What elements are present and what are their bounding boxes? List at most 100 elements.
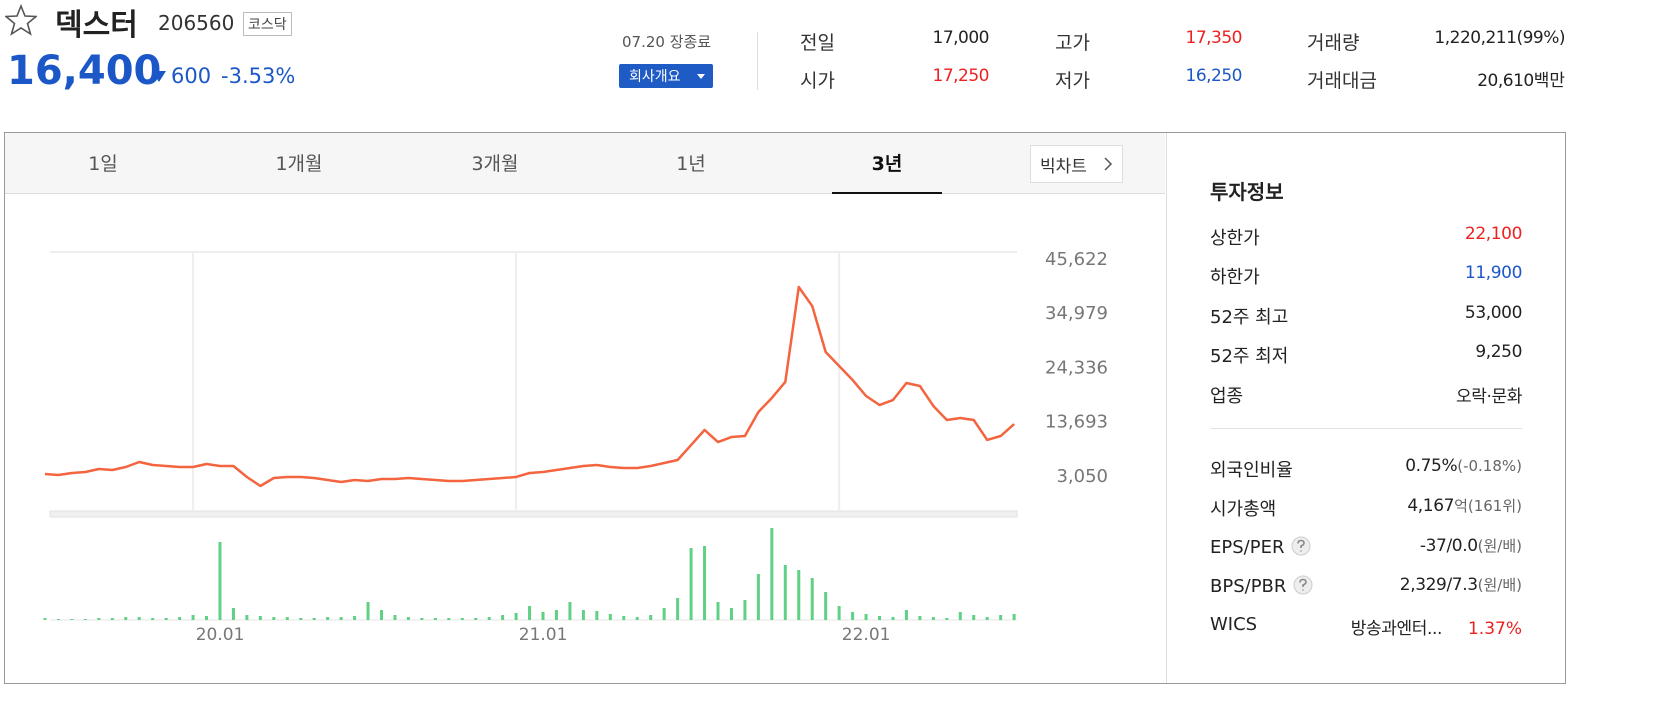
- volume-bar: [205, 616, 209, 620]
- info-value-box: 11,900: [1465, 263, 1522, 283]
- stock-code: 206560: [158, 11, 235, 35]
- volume-bar: [931, 617, 935, 620]
- volume-bar: [783, 565, 787, 620]
- volume-bar: [568, 602, 572, 620]
- tab-bar: [5, 133, 1165, 194]
- volume-bar: [164, 618, 168, 620]
- volume-bar: [837, 606, 841, 620]
- x-tick-label: 21.01: [519, 625, 568, 645]
- info-label: BPS/PBR: [1210, 574, 1314, 597]
- info-label: EPS/PER: [1210, 535, 1312, 558]
- volume-bar: [608, 614, 612, 620]
- summary-value-box: 17,350: [1186, 28, 1243, 48]
- volume-bar: [662, 608, 666, 620]
- volume-bar: [864, 614, 868, 620]
- period-tab[interactable]: 1년: [676, 153, 706, 175]
- volume-bar: [245, 615, 249, 620]
- change-rate: -3.53%: [221, 64, 296, 88]
- volume-bar: [231, 608, 235, 620]
- dropdown-icon: [697, 74, 705, 79]
- volume-bar: [649, 615, 653, 620]
- company-button-label: 회사개요: [629, 69, 681, 85]
- volume-bar: [70, 619, 74, 620]
- y-tick-label: 24,336: [1045, 357, 1108, 378]
- volume-bar: [272, 617, 276, 620]
- period-tab[interactable]: 1일: [88, 153, 118, 175]
- info-sub: (-0.18%): [1457, 457, 1522, 475]
- big-chart-button[interactable]: 빅차트: [1030, 145, 1123, 183]
- big-chart-label: 빅차트: [1040, 157, 1087, 177]
- volume-bar: [110, 618, 114, 620]
- volume-bar: [447, 618, 451, 620]
- info-value-box: 0.75%(-0.18%): [1405, 456, 1522, 476]
- summary-label: 전일: [800, 32, 835, 54]
- summary-value-box: 1,220,211(99%): [1434, 28, 1565, 48]
- info-value: 2,329/7.3: [1399, 575, 1478, 595]
- info-label: 외국인비율: [1210, 456, 1293, 482]
- period-tab[interactable]: 1개월: [275, 153, 323, 175]
- info-value-box: 53,000: [1465, 303, 1522, 323]
- info-title: 투자정보: [1210, 180, 1284, 204]
- summary-label: 고가: [1055, 32, 1090, 54]
- volume-bar: [406, 617, 410, 620]
- summary-label: 거래대금: [1307, 70, 1377, 92]
- summary-value-box: 16,250: [1185, 66, 1243, 86]
- volume-bar: [312, 618, 316, 620]
- help-icon[interactable]: [1292, 574, 1314, 596]
- volume-bar: [945, 618, 949, 620]
- volume-bar: [97, 618, 101, 620]
- market-badge: 코스닥: [243, 12, 292, 36]
- info-label: 시가총액: [1210, 495, 1276, 521]
- volume-bar: [339, 617, 343, 620]
- volume-bar: [393, 615, 397, 620]
- volume-bar: [554, 610, 558, 620]
- volume-bar: [487, 617, 491, 620]
- summary-value: 17,250: [932, 66, 990, 86]
- volume-bar: [1012, 614, 1016, 620]
- info-value-box: 방송과엔터... 1.37%: [1351, 614, 1522, 639]
- volume-bar: [137, 617, 141, 620]
- volume-bar: [918, 616, 922, 620]
- volume-bar: [258, 616, 262, 620]
- volume-bar: [689, 548, 693, 620]
- info-value-box: 2,329/7.3(원/배): [1400, 574, 1522, 595]
- volume-bar: [460, 618, 464, 620]
- price-line: [44, 285, 1015, 488]
- volume-bar: [501, 615, 505, 620]
- info-label: 업종: [1210, 382, 1243, 408]
- volume-bar: [797, 570, 801, 620]
- info-label-text: 외국인비율: [1210, 460, 1293, 481]
- volume-bar: [43, 618, 47, 620]
- period-tab[interactable]: 3년: [871, 153, 903, 175]
- volume-bar: [218, 542, 222, 620]
- volume-bar: [743, 600, 747, 620]
- info-value: 4,167: [1407, 496, 1455, 516]
- volume-bar: [541, 612, 545, 620]
- volume-bar: [756, 574, 760, 620]
- period-tab[interactable]: 3개월: [471, 153, 519, 175]
- info-value: 오락·문화: [1456, 387, 1522, 407]
- chevron-icon: [1104, 157, 1113, 171]
- volume-bar: [151, 618, 155, 620]
- help-icon[interactable]: [1290, 535, 1312, 557]
- summary-unit: 백만: [1533, 71, 1565, 91]
- volume-bar: [366, 602, 370, 620]
- y-tick-label: 13,693: [1045, 412, 1108, 433]
- x-tick-label: 22.01: [842, 625, 891, 645]
- info-label: 하한가: [1210, 263, 1260, 289]
- divider: [1210, 428, 1522, 429]
- volume-bar: [191, 615, 195, 620]
- info-label: 상한가: [1210, 224, 1260, 250]
- summary-value: 1,220,211(99%): [1434, 28, 1565, 48]
- summary-value-box: 17,000: [933, 28, 990, 48]
- volume-bar: [285, 617, 289, 620]
- info-value-box: 오락·문화: [1456, 382, 1522, 407]
- volume-bar: [353, 616, 357, 620]
- company-button[interactable]: 회사개요: [619, 64, 713, 88]
- favorite-star[interactable]: [5, 4, 37, 36]
- info-label-text: WICS: [1210, 614, 1258, 635]
- info-value: 0.75%: [1405, 456, 1458, 476]
- volume-bar: [810, 578, 814, 620]
- summary-value: 16,250: [1185, 66, 1243, 86]
